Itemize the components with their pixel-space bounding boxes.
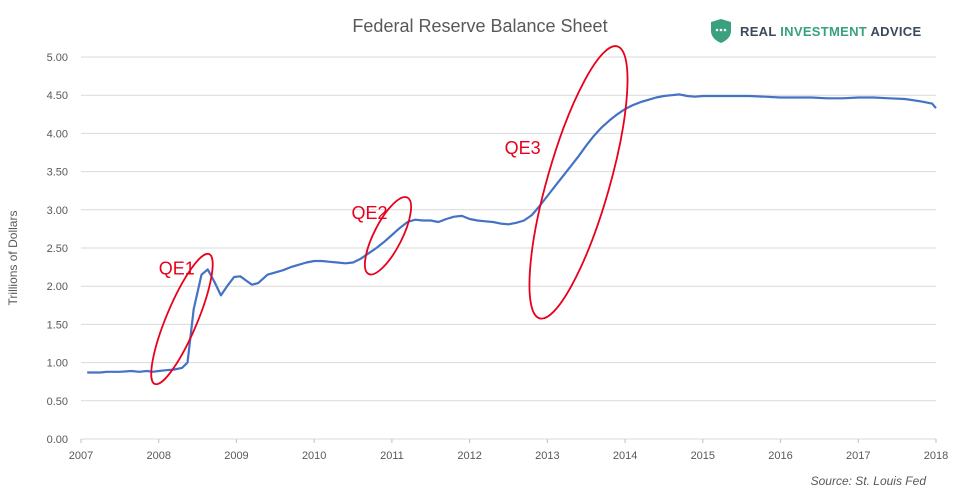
x-tick-label: 2010 xyxy=(302,450,326,462)
data-line xyxy=(87,93,937,374)
annotation-ellipse-qe2 xyxy=(363,196,412,276)
y-tick-label: 5.00 xyxy=(47,52,68,64)
annotation-label-qe3: QE3 xyxy=(505,138,541,158)
y-tick-label: 1.50 xyxy=(47,319,68,331)
x-tick-label: 2018 xyxy=(924,450,948,462)
y-tick-label: 0.50 xyxy=(47,396,68,408)
x-tick-label: 2017 xyxy=(846,450,870,462)
y-tick-label: 3.00 xyxy=(47,205,68,217)
x-tick-label: 2011 xyxy=(380,450,404,462)
y-tick-label: 4.50 xyxy=(47,90,68,102)
y-tick-label: 1.00 xyxy=(47,358,68,370)
brand-logo: REAL INVESTMENT ADVICE xyxy=(710,17,921,45)
y-tick-label: 2.00 xyxy=(47,281,68,293)
annotation-label-qe2: QE2 xyxy=(351,203,387,223)
x-tick-label: 2016 xyxy=(768,450,792,462)
annotation-ellipse-qe1 xyxy=(150,252,214,386)
x-tick-label: 2009 xyxy=(224,450,248,462)
y-tick-label: 0.00 xyxy=(47,434,68,446)
y-tick-label: 3.50 xyxy=(47,167,68,179)
chart-title: Federal Reserve Balance Sheet xyxy=(352,16,608,36)
series-line-balance-sheet xyxy=(87,93,937,374)
y-tick-label: 4.00 xyxy=(47,128,68,140)
y-tick-label: 2.50 xyxy=(47,243,68,255)
shield-icon xyxy=(711,19,731,43)
annotation-ellipse-qe3 xyxy=(528,45,629,320)
y-axis-tick-labels: 0.00 0.50 1.00 1.50 2.00 2.50 3.00 3.50 4.00 4.50… xyxy=(47,52,68,446)
source-note: Source: St. Louis Fed xyxy=(810,474,926,488)
y-axis-label-wrap: Trillions of Dollars xyxy=(6,211,26,306)
x-tick-label: 2007 xyxy=(69,450,93,462)
x-axis-tick-labels: 2007 2008 2009 2010 2011 2012 2013 2014 2015 2016… xyxy=(69,439,948,462)
x-tick-label: 2013 xyxy=(535,450,559,462)
gridlines xyxy=(81,56,936,440)
annotation-label-qe1: QE1 xyxy=(159,259,195,279)
brand-name: REAL INVESTMENT ADVICE xyxy=(740,23,922,39)
x-tick-label: 2015 xyxy=(691,450,715,462)
x-tick-label: 2008 xyxy=(146,450,170,462)
y-axis-label: Trillions of Dollars xyxy=(6,210,20,306)
x-tick-label: 2014 xyxy=(613,450,637,462)
x-tick-label: 2012 xyxy=(457,450,481,462)
qe-annotations: QE1 QE2 QE3 xyxy=(150,45,629,386)
